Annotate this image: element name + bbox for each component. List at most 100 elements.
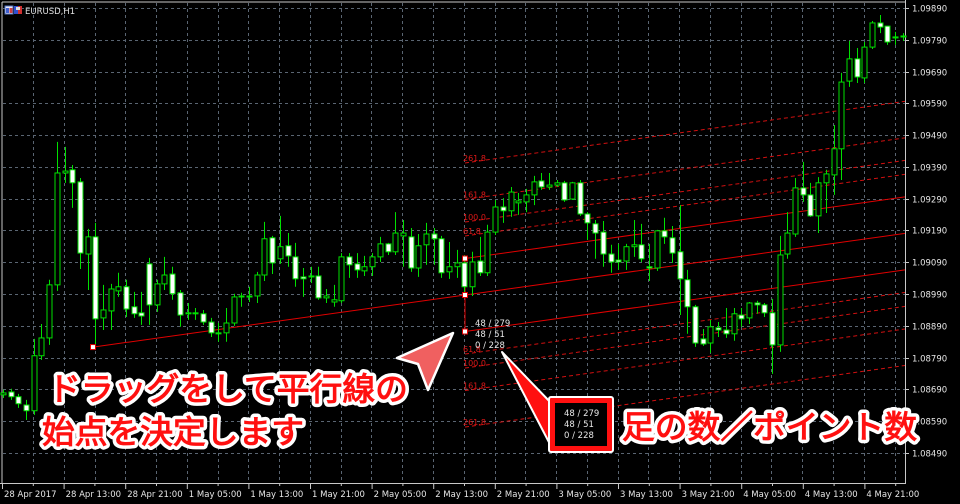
candle <box>431 227 438 265</box>
candle <box>231 293 238 326</box>
candle-body-bull <box>746 302 753 319</box>
candle <box>323 288 330 303</box>
candle-body-bear <box>584 213 591 224</box>
candle <box>661 217 668 244</box>
candle-body-bull <box>623 246 630 262</box>
time-label: 3 May 13:00 <box>620 490 673 500</box>
candle-body-bull <box>331 299 338 303</box>
candle <box>800 161 807 202</box>
fibo-anchor-handle[interactable] <box>462 328 468 335</box>
candle <box>238 292 245 307</box>
readout-line-1: 48 / 279 <box>475 319 510 329</box>
price-label: 1.09090 <box>912 259 947 269</box>
candle <box>838 72 845 180</box>
candle <box>569 181 576 200</box>
candle-body-bear <box>723 329 730 335</box>
chart-frame <box>0 0 906 484</box>
fibo-channel[interactable]: 61.8 61.8 100.0 100.0 161.8 161.8 261.8 261.8 <box>92 100 906 428</box>
candle <box>400 220 407 267</box>
candle-body-bear <box>385 243 392 253</box>
candle <box>707 319 714 353</box>
fibo-upper-line[interactable] <box>464 196 906 259</box>
candle-body-bear <box>608 253 615 263</box>
price-label: 1.08590 <box>912 418 947 428</box>
candle-body-bear <box>315 275 322 299</box>
candle-body-bear <box>131 306 138 315</box>
candle <box>600 220 607 267</box>
candle <box>8 388 15 400</box>
candle <box>346 253 353 278</box>
candle-body-bull <box>454 262 461 268</box>
candle <box>523 188 530 213</box>
candle <box>392 212 399 255</box>
candle <box>461 254 468 297</box>
candle-body-bull <box>554 182 561 186</box>
candle <box>385 242 392 255</box>
candle <box>484 224 491 276</box>
candle-body-bull <box>54 172 61 286</box>
candle-body-bull <box>215 332 222 335</box>
fibo-level-label-lower: 261.8 <box>463 418 486 427</box>
candle-body-bull <box>900 35 907 38</box>
candle-body-bull <box>546 184 553 188</box>
candle <box>854 48 861 84</box>
candles <box>0 14 907 420</box>
candle-body-bull <box>531 181 538 196</box>
candle <box>492 199 499 235</box>
callout-line-3: 0 / 228 <box>564 431 594 441</box>
price-label: 1.09290 <box>912 196 947 206</box>
save-icon[interactable] <box>14 6 22 14</box>
candle-body-bull <box>38 337 45 357</box>
annotation-bars-points: 足の数／ポイント数 <box>622 408 918 446</box>
candle <box>69 165 76 208</box>
candle-body-bear <box>200 313 207 323</box>
candle-body-bull <box>415 245 422 269</box>
price-label: 1.08990 <box>912 291 947 301</box>
candle-body-bear <box>292 256 299 280</box>
price-label: 1.09790 <box>912 37 947 47</box>
candle-body-bull <box>508 191 515 212</box>
candle-body-bear <box>684 279 691 308</box>
fibo-anchor-handle[interactable] <box>462 292 468 298</box>
time-label: 2 May 21:00 <box>497 490 550 500</box>
candle-body-bear <box>123 286 130 310</box>
time-label: 28 Apr 13:00 <box>66 490 121 500</box>
candle-body-bear <box>592 223 599 234</box>
candle-body-bear <box>854 58 861 78</box>
candle-body-bull <box>846 58 853 82</box>
price-label: 1.09490 <box>912 132 947 142</box>
candle-body-bull <box>154 283 161 306</box>
candle <box>138 291 145 325</box>
price-label: 1.08790 <box>912 355 947 365</box>
candle-body-bear <box>692 306 699 344</box>
candle <box>608 244 615 273</box>
candle-body-bull <box>492 206 499 233</box>
candle <box>454 249 461 278</box>
candle <box>884 25 891 45</box>
candle <box>508 186 515 217</box>
candle-body-bull <box>223 322 230 334</box>
candle <box>62 146 69 183</box>
candle-body-bull <box>784 232 791 255</box>
candle <box>877 14 884 34</box>
window-icon[interactable] <box>4 5 14 15</box>
candle <box>861 42 868 84</box>
candle <box>408 227 415 272</box>
fibo-channel-anchors[interactable] <box>90 255 468 351</box>
candle <box>723 308 730 338</box>
candle-body-bull <box>484 231 491 274</box>
candle <box>700 329 707 346</box>
candle <box>100 284 107 330</box>
price-label: 1.08490 <box>912 450 947 460</box>
candle <box>31 338 38 415</box>
candle-body-bull <box>831 148 838 176</box>
candle-body-bull <box>777 254 784 346</box>
time-label: 4 May 05:00 <box>743 490 796 500</box>
fibo-anchor-handle[interactable] <box>462 255 468 262</box>
candle-body-bull <box>446 266 453 273</box>
readout-line-2: 48 / 51 <box>475 330 505 340</box>
fibo-anchor-handle[interactable] <box>90 344 96 351</box>
callout-line-1: 48 / 279 <box>564 409 599 419</box>
candle-body-bull <box>46 284 53 339</box>
